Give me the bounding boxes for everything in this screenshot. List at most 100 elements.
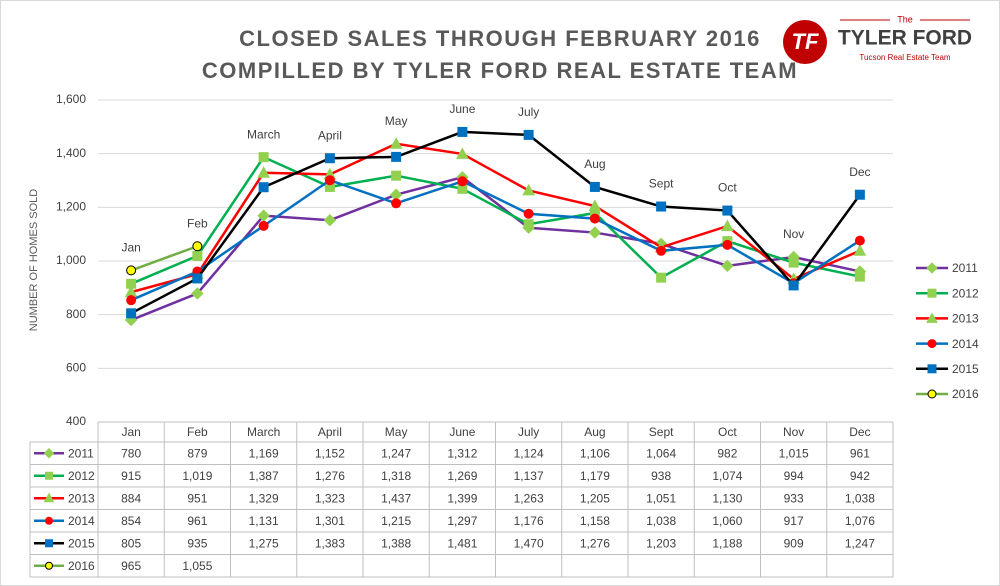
marker: [45, 539, 53, 548]
marker: [43, 448, 55, 459]
table-header: May: [385, 425, 408, 439]
marker: [853, 244, 867, 256]
category-label: July: [518, 105, 539, 119]
table-cell: 1,276: [580, 536, 610, 550]
y-tick-label: 600: [66, 361, 86, 375]
table-cell: 1,074: [712, 469, 742, 483]
table-cell: 1,301: [315, 514, 345, 528]
table-cell: 1,399: [447, 491, 477, 505]
table-cell: 1,124: [514, 446, 544, 460]
table-cell: 1,055: [182, 559, 212, 573]
legend-label: 2013: [952, 312, 979, 326]
category-label: Oct: [718, 181, 737, 195]
table-cell: 965: [121, 559, 141, 573]
marker: [45, 516, 53, 525]
category-label: Feb: [187, 216, 208, 230]
table-cell: 1,388: [381, 536, 411, 550]
table-cell: 1,064: [646, 446, 676, 460]
table-cell: 1,169: [249, 446, 279, 460]
marker: [192, 250, 203, 261]
marker: [656, 272, 667, 283]
y-tick-label: 1,000: [56, 253, 86, 267]
table-cell: 1,152: [315, 446, 345, 460]
marker: [523, 219, 534, 230]
table-cell: 879: [187, 446, 207, 460]
table-cell: 1,437: [381, 491, 411, 505]
table-cell: 917: [784, 514, 804, 528]
table-cell: 1,312: [447, 446, 477, 460]
marker: [788, 257, 799, 268]
category-label: Jan: [121, 241, 140, 255]
legend-label: 2011: [952, 261, 978, 275]
y-tick-label: 1,400: [56, 146, 86, 160]
table-row-label: 2012: [68, 469, 95, 483]
table-cell: 884: [121, 491, 141, 505]
marker: [854, 271, 865, 282]
table-cell: 1,137: [514, 469, 544, 483]
table-cell: 938: [651, 469, 671, 483]
table-cell: 1,060: [712, 514, 742, 528]
table-cell: 1,179: [580, 469, 610, 483]
table-cell: 1,481: [447, 536, 477, 550]
chart-subtitle: COMPILLED BY TYLER FORD REAL ESTATE TEAM: [202, 58, 798, 83]
table-header: March: [247, 425, 280, 439]
table-cell: 915: [121, 469, 141, 483]
table-header: July: [518, 425, 539, 439]
table-cell: 994: [784, 469, 804, 483]
marker: [45, 561, 53, 570]
marker: [721, 259, 734, 273]
table-row-label: 2013: [68, 491, 95, 505]
series-line: [130, 142, 861, 294]
table-cell: 780: [121, 446, 141, 460]
marker: [126, 265, 137, 276]
category-label: June: [449, 102, 475, 116]
logo: TF The TYLER FORD Tucson Real Estate Tea…: [783, 14, 972, 64]
table-cell: 935: [187, 536, 207, 550]
table-header: Oct: [718, 425, 737, 439]
marker: [722, 205, 733, 216]
logo-icon: TF: [792, 29, 819, 54]
marker: [126, 295, 137, 306]
category-label: May: [385, 114, 408, 128]
marker: [258, 220, 269, 231]
marker: [192, 273, 203, 284]
table-cell: 1,158: [580, 514, 610, 528]
table-cell: 1,387: [249, 469, 279, 483]
y-axis-label: NUMBER OF HOMES SOLD: [28, 189, 40, 331]
marker: [126, 308, 137, 319]
table-cell: 1,015: [779, 446, 809, 460]
table-cell: 1,383: [315, 536, 345, 550]
legend-label: 2012: [952, 286, 979, 300]
table-row-label: 2015: [68, 536, 95, 550]
marker: [258, 152, 269, 163]
table-cell: 1,247: [381, 446, 411, 460]
marker: [926, 262, 938, 274]
table-cell: 951: [187, 491, 207, 505]
y-tick-label: 1,600: [56, 92, 86, 106]
marker: [391, 151, 402, 162]
table-cell: 1,247: [845, 536, 875, 550]
marker: [588, 199, 602, 211]
table-header: Feb: [187, 425, 208, 439]
category-label: April: [318, 128, 342, 142]
series-line: [130, 130, 861, 315]
table-cell: 909: [784, 536, 804, 550]
marker: [324, 153, 335, 164]
marker: [257, 166, 270, 178]
logo-tagline: Tucson Real Estate Team: [859, 53, 950, 62]
table-cell: 1,205: [580, 491, 610, 505]
table-cell: 1,176: [514, 514, 544, 528]
table-cell: 1,106: [580, 446, 610, 460]
table-header: Dec: [849, 425, 870, 439]
marker: [522, 183, 535, 196]
marker: [788, 280, 799, 291]
table-header: April: [318, 425, 342, 439]
marker: [854, 235, 865, 246]
marker: [927, 389, 937, 399]
marker: [722, 239, 733, 250]
marker: [927, 288, 937, 298]
marker: [927, 339, 937, 349]
table-header: Sept: [649, 425, 674, 439]
marker: [45, 471, 53, 480]
